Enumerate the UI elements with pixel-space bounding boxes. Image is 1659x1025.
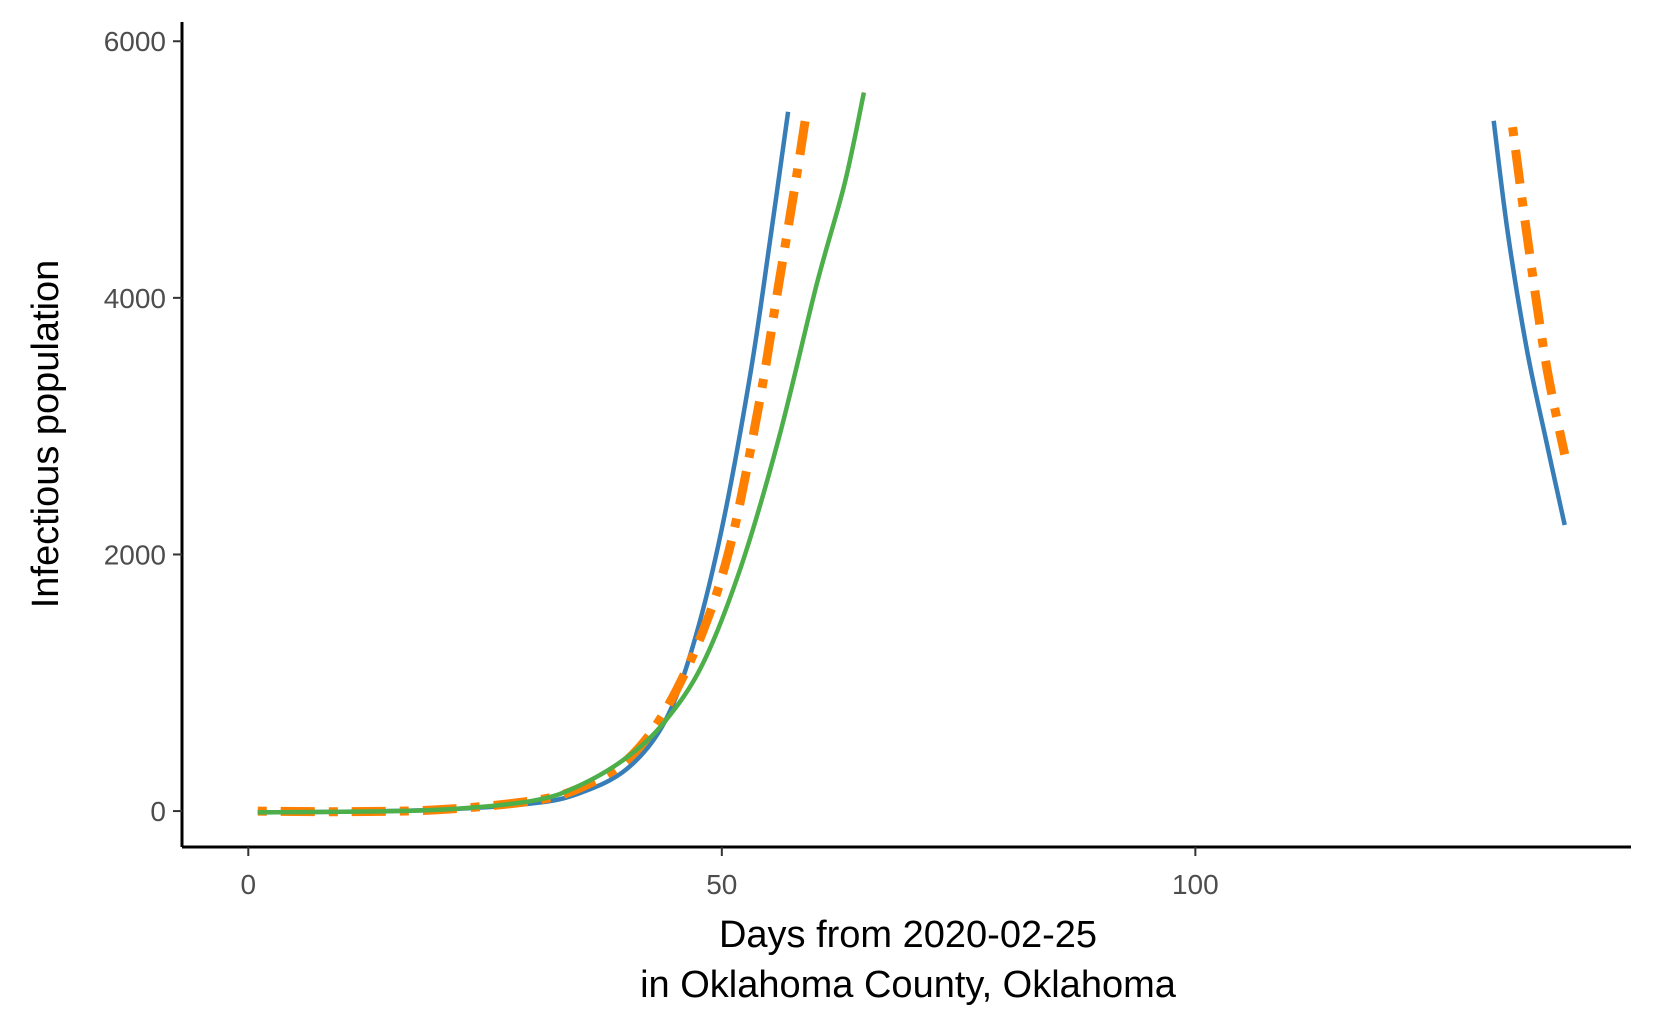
- y-tick-label: 4000: [104, 283, 166, 314]
- y-tick-label: 6000: [104, 26, 166, 57]
- y-tick-label: 0: [150, 796, 166, 827]
- x-tick-label: 100: [1172, 869, 1219, 900]
- series-line-4-segment-1: [257, 92, 867, 815]
- ticks-layer: 0 50 100 0 2000 4000 6000: [104, 26, 1219, 900]
- series-layer: [257, 92, 1570, 817]
- y-axis-title: Infectious population: [25, 260, 67, 609]
- x-tick-label: 50: [706, 869, 737, 900]
- series-line-1-segment-2: [1491, 120, 1567, 526]
- y-tick-label: 2000: [104, 539, 166, 570]
- x-axis-title-line-2: in Oklahoma County, Oklahoma: [640, 964, 1177, 1006]
- series-line-1-segment-1: [257, 111, 791, 815]
- axes-layer: [180, 22, 1631, 849]
- series-line-3-segment-1: [257, 107, 812, 817]
- x-axis-title-line-1: Days from 2020-02-25: [719, 914, 1097, 956]
- series-line-3-segment-2: [1508, 126, 1570, 456]
- x-tick-label: 0: [241, 869, 257, 900]
